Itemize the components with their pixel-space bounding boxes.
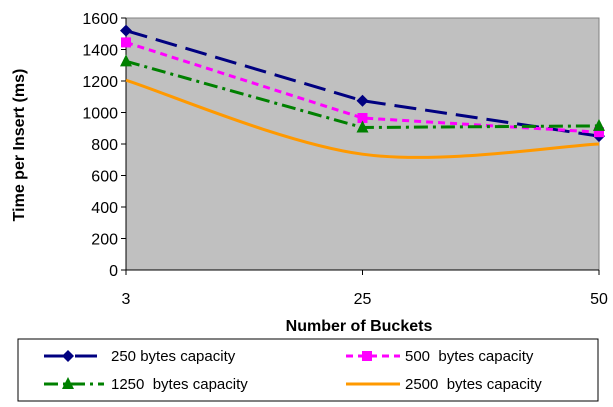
legend-label: 2500 bytes capacity xyxy=(405,376,542,393)
y-axis-title: Time per Insert (ms) xyxy=(11,69,28,222)
legend-marker xyxy=(62,350,74,362)
x-tick-label: 50 xyxy=(590,291,608,308)
data-point xyxy=(593,118,605,131)
y-tick-label: 600 xyxy=(91,169,118,186)
legend-label: 1250 bytes capacity xyxy=(111,376,248,393)
series-2 xyxy=(121,37,604,138)
y-tick-label: 800 xyxy=(91,137,118,154)
data-point xyxy=(357,113,368,124)
legend-label: 500 bytes capacity xyxy=(405,348,534,365)
y-tick-label: 1200 xyxy=(82,74,118,91)
legend: 250 bytes capacity 500 bytes capacity 1250… xyxy=(44,348,542,393)
y-tick-label: 0 xyxy=(109,263,118,280)
data-point xyxy=(356,120,369,133)
y-tick-label: 1400 xyxy=(82,43,118,60)
plot-area xyxy=(125,17,600,271)
y-tick-label: 1600 xyxy=(82,11,118,28)
series-3 xyxy=(120,54,605,133)
legend-item: 500 bytes capacity xyxy=(346,348,534,365)
data-point xyxy=(120,24,132,37)
data-point xyxy=(594,127,604,138)
legend-marker xyxy=(62,377,74,389)
x-axis-title: Number of Buckets xyxy=(286,318,433,335)
x-tick-label: 3 xyxy=(122,291,131,308)
x-tick-label: 25 xyxy=(354,291,372,308)
data-point xyxy=(120,54,132,67)
y-axis: 0 200 400 600 800 1000 1200 1400 1600 xyxy=(82,11,127,280)
data-point xyxy=(121,37,131,48)
legend-box xyxy=(17,338,599,402)
y-tick-label: 200 xyxy=(91,232,118,249)
legend-item: 2500 bytes capacity xyxy=(346,376,542,393)
legend-marker xyxy=(362,351,372,361)
legend-item: 250 bytes capacity xyxy=(44,348,236,365)
legend-marker xyxy=(362,382,372,386)
data-point xyxy=(356,94,369,107)
legend-label: 250 bytes capacity xyxy=(111,348,236,365)
series-4 xyxy=(125,78,600,159)
y-tick-label: 1000 xyxy=(82,106,118,123)
x-axis: 3 25 50 xyxy=(122,269,608,308)
legend-item: 1250 bytes capacity xyxy=(44,376,248,393)
series-layer xyxy=(120,24,605,159)
series-line xyxy=(125,29,600,138)
series-line xyxy=(125,78,600,159)
y-tick-label: 400 xyxy=(91,200,118,217)
